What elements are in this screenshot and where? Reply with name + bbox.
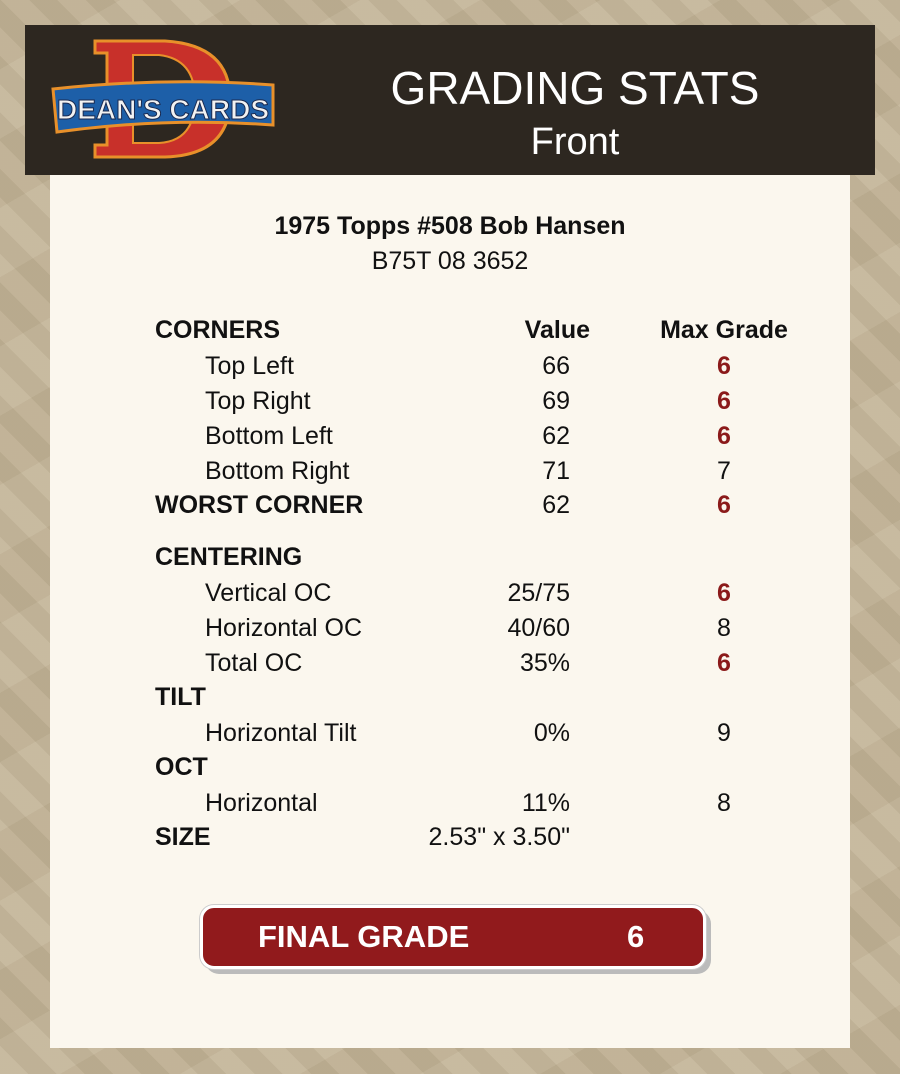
stat-row: SIZE 2.53" x 3.50" (50, 823, 850, 855)
stat-row: Horizontal Tilt 0% 9 (50, 719, 850, 751)
stat-value: 35% (519, 649, 570, 677)
final-grade-label: FINAL GRADE (258, 919, 470, 954)
stat-row: WORST CORNER 62 6 (50, 491, 850, 523)
stat-label: OCT (155, 753, 208, 781)
stat-label: Top Right (205, 387, 311, 415)
stat-label: Bottom Right (205, 457, 350, 485)
stat-max-grade: 6 (717, 579, 731, 607)
stat-max-grade: 8 (717, 789, 731, 817)
stat-label: Vertical OC (205, 579, 332, 607)
final-grade-value: 6 (627, 919, 645, 954)
stat-value: 66 (542, 352, 570, 380)
stat-value: 2.53" x 3.50" (428, 823, 570, 851)
stat-max-grade: 7 (717, 457, 731, 485)
page-title: GRADING STATS (390, 62, 760, 114)
stat-value: 11% (521, 789, 570, 817)
stat-row: Bottom Left 62 6 (50, 422, 850, 454)
stat-label: Top Left (205, 352, 294, 380)
stat-row: Horizontal OC 40/60 8 (50, 614, 850, 646)
card-name: 1975 Topps #508 Bob Hansen (274, 212, 626, 240)
stat-label: Horizontal Tilt (205, 719, 357, 747)
stat-max-grade: 6 (717, 387, 731, 415)
stat-label: Horizontal (205, 789, 318, 817)
value-column-header: Value (524, 316, 590, 344)
stat-label: Bottom Left (205, 422, 333, 450)
page-subtitle: Front (530, 121, 620, 163)
stat-row: TILT (50, 683, 850, 715)
stat-row: Top Left 66 6 (50, 352, 850, 384)
header-banner: DEAN'S CARDS GRADING STATS Front (25, 25, 875, 175)
stat-max-grade: 6 (717, 491, 731, 519)
stat-label: Total OC (205, 649, 303, 677)
stat-value: 0% (533, 719, 570, 747)
stat-row: Bottom Right 71 7 (50, 457, 850, 489)
stat-value: 69 (542, 387, 570, 415)
deans-cards-logo: DEAN'S CARDS (51, 39, 275, 159)
stat-row: Top Right 69 6 (50, 387, 850, 419)
stat-max-grade: 8 (717, 614, 731, 642)
logo-text: DEAN'S CARDS (57, 94, 269, 125)
stat-value: 71 (542, 457, 570, 485)
stat-value: 62 (542, 422, 570, 450)
stat-row: Total OC 35% 6 (50, 649, 850, 681)
stat-row: CORNERS Value Max Grade (50, 316, 850, 348)
stat-row: Vertical OC 25/75 6 (50, 579, 850, 611)
stat-max-grade: 6 (717, 649, 731, 677)
card-id: B75T 08 3652 (371, 247, 529, 275)
final-grade-badge: FINAL GRADE 6 (200, 905, 706, 969)
stat-value: 40/60 (507, 614, 570, 642)
stat-row: OCT (50, 753, 850, 785)
stat-label: SIZE (155, 823, 211, 851)
stat-value: 62 (542, 491, 570, 519)
max-grade-column-header: Max Grade (660, 316, 788, 344)
stat-max-grade: 6 (717, 352, 731, 380)
stat-value: 25/75 (507, 579, 570, 607)
stat-label: WORST CORNER (155, 491, 364, 519)
stat-max-grade: 9 (717, 719, 731, 747)
stat-label: CENTERING (155, 543, 303, 571)
stat-row: Horizontal 11% 8 (50, 789, 850, 821)
stat-label: Horizontal OC (205, 614, 362, 642)
stat-max-grade: 6 (717, 422, 731, 450)
stat-label: TILT (155, 683, 206, 711)
grading-panel: 1975 Topps #508 Bob Hansen B75T 08 3652 … (50, 175, 850, 1048)
stat-row: CENTERING (50, 543, 850, 575)
stat-label: CORNERS (155, 316, 281, 344)
